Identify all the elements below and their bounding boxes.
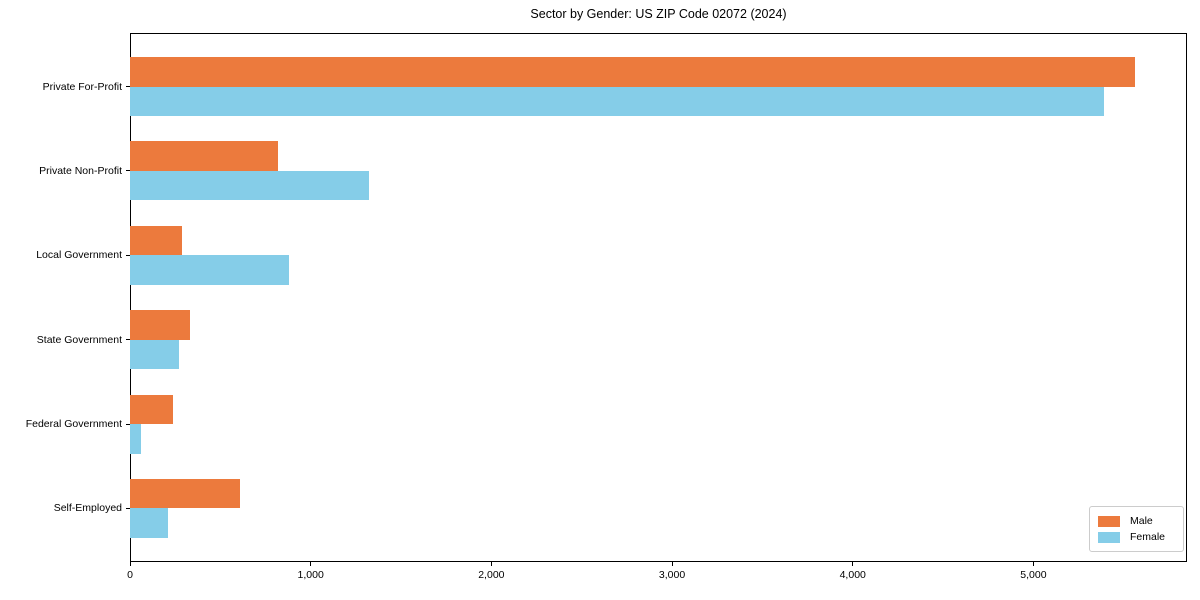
- bar-female-private-non-profit: [130, 170, 369, 201]
- bar-female-state-government: [130, 339, 179, 370]
- y-tick-mark: [126, 507, 130, 509]
- y-tick-label-self-employed: Self-Employed: [53, 502, 122, 515]
- y-tick-mark: [126, 339, 130, 341]
- x-tick-label: 4,000: [839, 569, 866, 581]
- legend-entry-female: Female: [1098, 531, 1175, 543]
- legend: Male Female: [1089, 506, 1184, 552]
- x-tick-label: 2,000: [478, 569, 505, 581]
- x-tick-mark: [490, 562, 492, 566]
- legend-label-female: Female: [1130, 531, 1166, 543]
- y-tick-label-private-non-profit: Private Non-Profit: [39, 164, 122, 177]
- legend-label-male: Male: [1130, 515, 1153, 527]
- x-tick-mark: [310, 562, 312, 566]
- bar-male-private-non-profit: [130, 141, 279, 171]
- y-tick-label-local-government: Local Government: [36, 249, 122, 262]
- x-tick-mark: [671, 562, 673, 566]
- x-tick-mark: [1032, 562, 1034, 566]
- y-tick-mark: [126, 423, 130, 425]
- legend-swatch-male: [1098, 515, 1120, 527]
- x-tick-label: 3,000: [658, 569, 686, 581]
- bar-male-state-government: [130, 310, 190, 340]
- bar-male-local-government: [130, 225, 183, 256]
- bar-male-self-employed: [130, 478, 241, 509]
- x-tick-label: 1,000: [297, 569, 324, 581]
- chart-title: Sector by Gender: US ZIP Code 02072 (202…: [530, 7, 787, 21]
- plot-area: [130, 33, 1187, 562]
- y-tick-mark: [126, 254, 130, 256]
- y-tick-label-private-for-profit: Private For-Profit: [42, 80, 122, 93]
- bar-female-local-government: [130, 255, 289, 285]
- y-tick-label-state-government: State Government: [36, 333, 122, 346]
- legend-entry-male: Male: [1098, 515, 1175, 527]
- bar-male-federal-government: [130, 394, 174, 425]
- x-tick-mark: [852, 562, 854, 566]
- legend-swatch-female: [1098, 531, 1120, 543]
- x-tick-label: 0: [127, 569, 133, 581]
- bar-female-federal-government: [130, 424, 141, 454]
- x-tick-mark: [129, 562, 131, 566]
- y-tick-mark: [126, 170, 130, 172]
- y-tick-mark: [126, 86, 130, 88]
- bar-male-private-for-profit: [130, 57, 1135, 87]
- x-tick-label: 5,000: [1020, 569, 1047, 581]
- bar-female-private-for-profit: [130, 86, 1104, 117]
- y-tick-label-federal-government: Federal Government: [25, 418, 122, 431]
- bar-female-self-employed: [130, 508, 168, 538]
